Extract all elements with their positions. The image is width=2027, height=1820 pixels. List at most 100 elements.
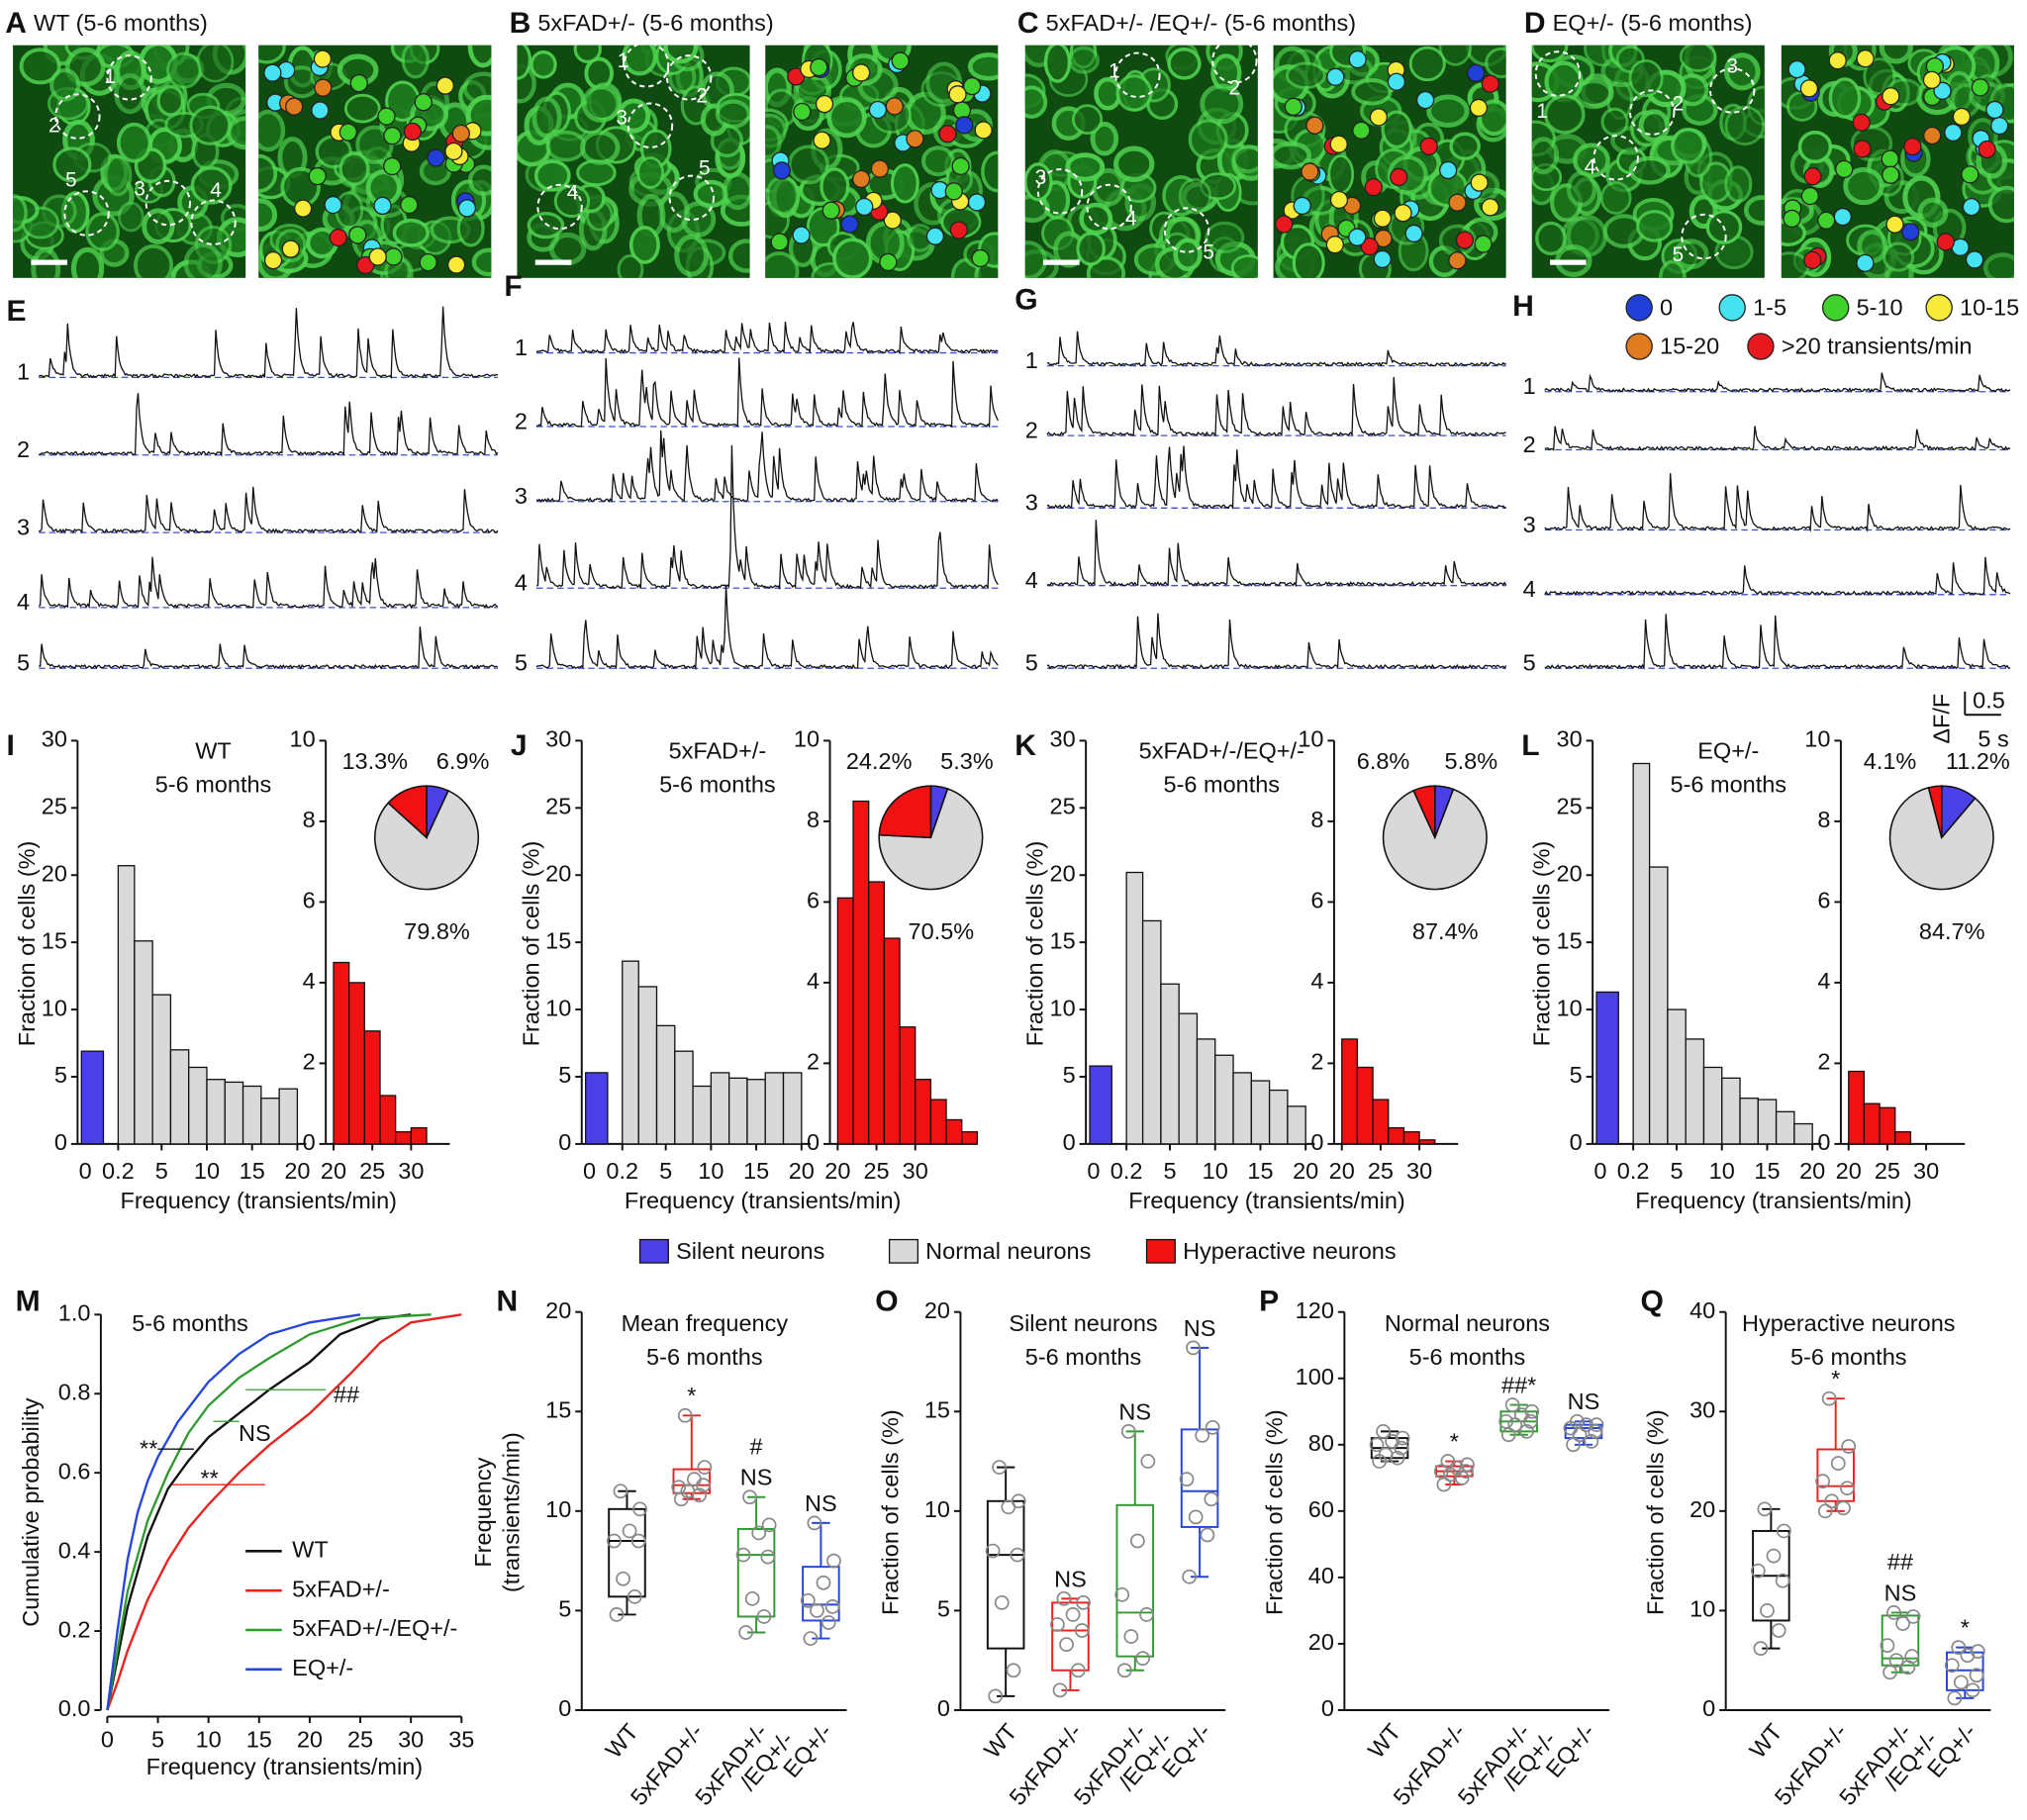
- cell-body: [1982, 252, 2014, 278]
- cell-body: [530, 50, 557, 79]
- cell-outline: [1681, 213, 1727, 260]
- activity-dot: [1474, 235, 1493, 253]
- legend-label: 5xFAD+/-/EQ+/-: [292, 1615, 457, 1641]
- trace-label: 1: [515, 335, 528, 360]
- calcium-trace: [535, 444, 999, 591]
- panel-letter: H: [1512, 290, 1534, 323]
- hyperactive-bar: [1879, 1106, 1896, 1145]
- y2-tick-label: 8: [807, 807, 820, 832]
- activity-dot: [1923, 126, 1942, 145]
- calcium-trace: [38, 556, 499, 610]
- y-tick-label: 0.0: [58, 1695, 91, 1721]
- activity-dot: [1833, 207, 1852, 227]
- cell-body: [581, 84, 622, 123]
- data-point: [1460, 1457, 1475, 1473]
- data-point: [609, 1607, 625, 1622]
- cell-label: 5: [1203, 241, 1214, 264]
- chart-title: Normal neurons: [1385, 1310, 1550, 1336]
- y2-tick-label: 2: [1310, 1049, 1323, 1075]
- cell-body: [617, 98, 651, 134]
- activity-dot: [1329, 135, 1348, 153]
- trace-label: 3: [1523, 512, 1536, 537]
- legend-label: >20 transients/min: [1782, 334, 1973, 359]
- data-point: [760, 1549, 776, 1565]
- activity-dot: [1394, 204, 1412, 223]
- chart-title: EQ+/-: [1697, 737, 1759, 763]
- y2-tick-label: 4: [1310, 968, 1323, 994]
- activity-dot: [1985, 100, 2004, 120]
- data-point: [1188, 1509, 1204, 1525]
- y2-tick-label: 6: [303, 888, 316, 913]
- cell-body: [832, 238, 873, 278]
- box: [736, 1527, 776, 1618]
- cell-body: [1065, 152, 1106, 182]
- cell-body: [1327, 154, 1355, 195]
- y-tick-label: 0: [937, 1695, 950, 1721]
- cell-body: [118, 201, 145, 233]
- trace-label: 2: [1523, 431, 1536, 457]
- micrograph: [258, 45, 492, 278]
- activity-dot: [263, 250, 283, 270]
- pie-label: 70.5%: [909, 918, 975, 944]
- cell-body: [1843, 166, 1884, 206]
- normal-bar: [1757, 1099, 1778, 1145]
- activity-dot: [855, 197, 874, 217]
- data-point: [1970, 1644, 1985, 1660]
- cell-body: [258, 109, 286, 152]
- y-tick-label: 40: [1689, 1297, 1715, 1323]
- activity-dot: [770, 233, 789, 251]
- legend-dot: [1625, 333, 1653, 360]
- cell-body: [1381, 110, 1412, 149]
- x-tick-label: 20: [297, 1727, 323, 1753]
- activity-dot: [1419, 137, 1438, 156]
- cell-body: [1628, 58, 1664, 98]
- pie-slice: [878, 787, 984, 891]
- x-category-label: WT: [600, 1719, 642, 1764]
- data-point: [1944, 1658, 1960, 1674]
- x-tick-label: 5: [155, 1158, 168, 1184]
- y-tick-label: 10: [1050, 995, 1076, 1020]
- data-point: [1760, 1603, 1775, 1618]
- cell-body: [392, 218, 430, 247]
- data-point: [613, 1484, 628, 1499]
- y2-tick-label: 2: [303, 1049, 316, 1075]
- x-tick-label: 20: [1799, 1158, 1825, 1184]
- cell-body: [573, 45, 602, 63]
- cell-body: [1090, 122, 1119, 156]
- activity-dot: [1882, 87, 1900, 106]
- activity-dot: [308, 166, 327, 186]
- activity-dot: [883, 211, 902, 230]
- pie-slice: [1412, 785, 1436, 838]
- x-category-label: WT: [1744, 1719, 1786, 1764]
- activity-dot: [1783, 209, 1801, 229]
- cell-body: [142, 208, 175, 244]
- data-point: [761, 1517, 777, 1533]
- cell-outline: [1629, 89, 1676, 136]
- calcium-trace: [535, 430, 999, 504]
- normal-bar: [117, 865, 136, 1145]
- x-tick-label: 10: [1709, 1158, 1735, 1184]
- legend-label: 5xFAD+/-: [292, 1576, 390, 1601]
- activity-dot: [427, 148, 445, 167]
- cell-label: 2: [48, 115, 60, 138]
- normal-bar: [782, 1072, 803, 1145]
- y-tick-label: 10: [545, 995, 571, 1020]
- activity-dot: [349, 73, 368, 93]
- trace-label: 5: [17, 650, 30, 676]
- y-tick-label: 0.2: [58, 1616, 91, 1642]
- data-point: [1753, 1641, 1769, 1657]
- panel-letter: E: [7, 295, 27, 328]
- activity-dot: [1936, 233, 1955, 251]
- activity-dot: [1326, 67, 1345, 86]
- y-tick-label: 0: [1063, 1129, 1076, 1155]
- y2-tick-label: 8: [303, 807, 316, 832]
- y2-tick-label: 6: [1817, 888, 1830, 913]
- activity-dot: [1901, 223, 1920, 241]
- chart-title: 5xFAD+/-: [669, 737, 767, 763]
- y2-tick-label: 6: [807, 888, 820, 913]
- trace-label: 5: [515, 650, 528, 676]
- cell-body: [1879, 45, 1913, 64]
- data-point: [1120, 1424, 1136, 1439]
- data-point: [1458, 1464, 1474, 1479]
